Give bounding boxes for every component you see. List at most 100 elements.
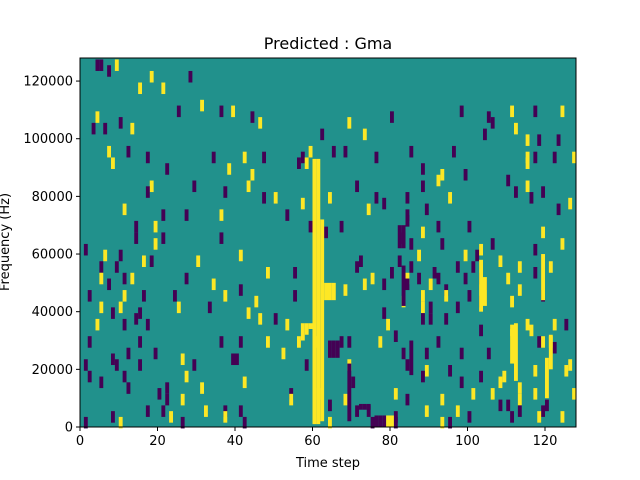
- heatmap-cell: [421, 313, 425, 325]
- heatmap-cell: [374, 192, 379, 204]
- heatmap-cell: [142, 290, 146, 302]
- x-tick-label: 120: [533, 434, 558, 449]
- y-tick-label: 40000: [32, 305, 73, 320]
- heatmap-cell: [103, 122, 108, 135]
- heatmap-cell: [149, 255, 154, 267]
- heatmap-run: [362, 403, 367, 410]
- heatmap-cell: [355, 405, 360, 417]
- heatmap-cell: [122, 318, 127, 331]
- heatmap-cell: [390, 267, 394, 279]
- heatmap-cell: [149, 180, 154, 193]
- heatmap-cell: [99, 376, 104, 389]
- heatmap-cell: [409, 145, 414, 158]
- heatmap-cell: [421, 226, 425, 239]
- heatmap-cell: [83, 359, 88, 371]
- heatmap-run: [300, 323, 305, 341]
- heatmap-cell: [529, 192, 534, 204]
- heatmap-cell: [107, 65, 112, 77]
- heatmap-run: [366, 403, 371, 410]
- heatmap-cell: [99, 261, 104, 273]
- heatmap-cell: [510, 411, 515, 423]
- heatmap-cell: [533, 388, 538, 400]
- heatmap-cell: [273, 313, 278, 325]
- heatmap-cell: [219, 105, 224, 118]
- x-tick-label: 60: [304, 434, 321, 449]
- heatmap-cell: [479, 243, 484, 256]
- heatmap-cell: [475, 249, 480, 262]
- heatmap-cell: [564, 318, 569, 331]
- heatmap-cell: [266, 336, 270, 348]
- heatmap-run: [390, 415, 394, 427]
- heatmap-cell: [378, 336, 383, 348]
- heatmap-cell: [490, 238, 495, 250]
- heatmap-cell: [324, 226, 329, 239]
- heatmap-cell: [122, 203, 127, 216]
- y-tick-label: 60000: [32, 248, 73, 263]
- heatmap-cell: [405, 215, 410, 227]
- heatmap-cell: [471, 388, 476, 400]
- heatmap-cell: [409, 261, 414, 273]
- heatmap-cell: [91, 122, 96, 135]
- heatmap-cell: [254, 295, 259, 308]
- heatmap-cell: [440, 393, 445, 406]
- heatmap-cell: [343, 145, 348, 158]
- heatmap-cell: [541, 186, 546, 198]
- heatmap-run: [548, 334, 553, 370]
- heatmap-cell: [366, 203, 371, 216]
- heatmap-run: [347, 363, 352, 422]
- heatmap-cell: [440, 168, 445, 181]
- heatmap-cell: [417, 249, 422, 262]
- heatmap-cell: [444, 290, 449, 302]
- heatmap-cell: [126, 145, 131, 158]
- heatmap-cell: [114, 59, 119, 71]
- heatmap-cell: [180, 353, 185, 366]
- y-tick-label: 80000: [32, 190, 73, 205]
- heatmap-cell: [397, 255, 402, 267]
- heatmap-cell: [428, 313, 433, 325]
- heatmap-cell: [293, 290, 298, 302]
- heatmap-cell: [145, 318, 150, 331]
- heatmap-run: [510, 328, 515, 364]
- heatmap-cell: [223, 411, 228, 423]
- heatmap-cell: [351, 376, 356, 389]
- heatmap-cell: [161, 82, 166, 95]
- heatmap-cell: [448, 192, 453, 204]
- heatmap-cell: [359, 255, 363, 267]
- heatmap-cell: [219, 336, 224, 348]
- heatmap-cell: [238, 249, 243, 262]
- heatmap-cell: [118, 416, 123, 429]
- heatmap-cell: [533, 243, 538, 256]
- heatmap-cell: [564, 365, 569, 377]
- heatmap-run: [479, 259, 484, 312]
- heatmap-run: [328, 282, 332, 301]
- x-tick-label: 100: [455, 434, 480, 449]
- heatmap-cell: [490, 117, 495, 129]
- heatmap-cell: [510, 105, 515, 118]
- heatmap-cell: [273, 192, 278, 204]
- heatmap-cell: [393, 416, 398, 429]
- heatmap-cell: [138, 82, 143, 95]
- heatmap-run: [483, 277, 487, 306]
- heatmap-cell: [122, 290, 127, 302]
- heatmap-cell: [304, 157, 309, 169]
- heatmap-cell: [165, 382, 170, 394]
- heatmap-run: [328, 340, 332, 358]
- heatmap-cell: [440, 238, 445, 250]
- heatmap-cell: [347, 117, 352, 129]
- heatmap-cell: [533, 365, 538, 377]
- heatmap-cell: [138, 307, 143, 319]
- heatmap-cell: [118, 301, 123, 314]
- heatmap-cell: [525, 157, 530, 169]
- heatmap-cell: [471, 261, 476, 273]
- x-tick-label: 40: [227, 434, 244, 449]
- heatmap-cell: [502, 370, 507, 383]
- heatmap-cell: [328, 192, 332, 204]
- heatmap-cell: [498, 255, 503, 267]
- heatmap-cell: [347, 336, 352, 348]
- heatmap-cell: [444, 284, 449, 296]
- heatmap-run: [320, 219, 325, 422]
- heatmap-cell: [130, 122, 135, 135]
- heatmap-cell: [246, 307, 251, 319]
- heatmap-cell: [300, 151, 305, 164]
- heatmap-cell: [95, 59, 100, 71]
